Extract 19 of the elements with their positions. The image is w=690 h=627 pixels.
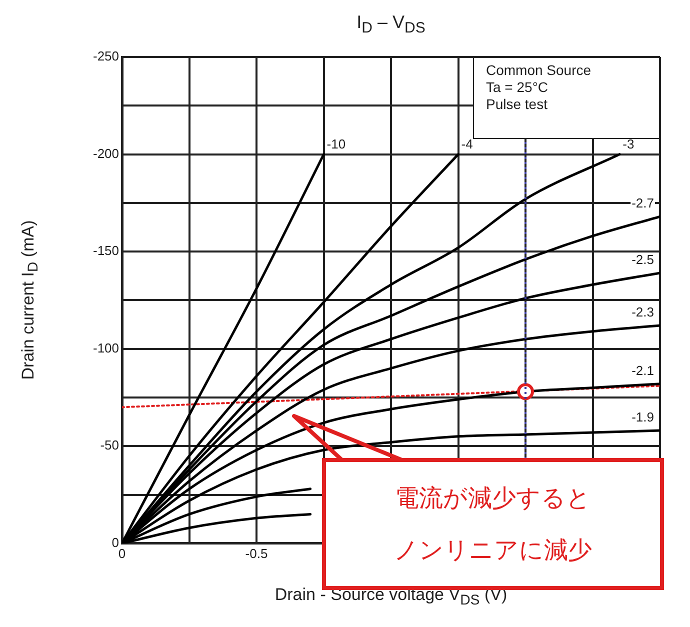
series-label: -4 <box>461 136 473 152</box>
series-label: -1.9 <box>632 410 654 425</box>
series-label: -2.1 <box>632 362 654 378</box>
callout-box: 電流が減少するとノンリニアに減少 <box>322 458 664 590</box>
chart-title: I$_{D}$ – V$_{DS}$ <box>356 12 426 37</box>
text-box: Common Source Ta = 25°C Pulse test <box>473 57 660 139</box>
series-label: -10 <box>326 136 346 152</box>
y-tick-label: -250 <box>92 48 120 64</box>
y-tick-label: -200 <box>92 146 120 161</box>
annotation: 電流が減少するとノンリニアに減少 <box>393 483 594 566</box>
series-label: -2.5 <box>632 252 654 268</box>
x-tick-label: -0.5 <box>245 546 268 561</box>
y-tick-label: 0 <box>112 534 120 550</box>
series-label: -3 <box>622 136 634 152</box>
y-tick-label: -50 <box>100 438 120 453</box>
y-tick-label: -100 <box>92 340 120 356</box>
series-label: -2.3 <box>632 304 654 320</box>
y-tick-label: -150 <box>92 243 120 258</box>
series-label: -2.7 <box>632 196 654 211</box>
